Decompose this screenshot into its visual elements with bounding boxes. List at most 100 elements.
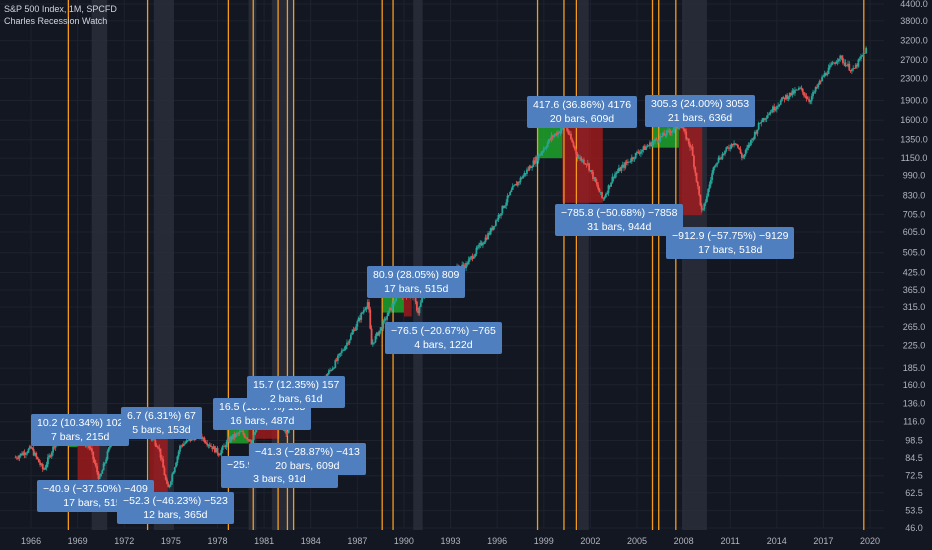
candle-down [17,458,20,459]
candle-down [783,97,786,100]
candle-down [247,439,250,441]
candle-up [47,457,49,465]
candle-up [690,146,693,148]
candle-up [546,142,549,147]
price-tick-label: 225.0 [903,341,926,351]
candle-up [828,65,831,68]
candle-up [168,485,171,488]
candle-up [177,451,180,457]
candle-down [155,445,158,447]
candle-up [703,203,706,209]
candle-up [45,464,48,468]
candle-up [343,349,346,351]
price-tick-label: 72.5 [905,471,923,481]
candle-up [483,242,486,245]
candle-down [211,446,214,450]
candle-up [753,132,756,139]
price-tick-label: 265.0 [903,322,926,332]
candle-up [329,370,332,371]
candle-up [712,167,715,174]
candle-up [236,433,238,435]
candle-down [566,126,568,131]
candle-up [704,201,707,204]
candle-down [216,447,219,454]
candle-down [237,433,240,435]
candle-up [743,154,746,158]
candle-up [360,313,363,320]
candle-up [522,175,524,179]
candle-down [208,444,211,447]
candle-down [693,155,695,168]
candle-up [716,162,719,165]
measure-label: 15.7 (12.35%) 157 2 bars, 61d [247,376,346,408]
candle-up [560,127,563,131]
candle-up [861,55,864,57]
time-tick-label: 2020 [860,536,880,546]
candle-down [848,63,851,71]
candle-up [603,197,606,199]
price-tick-label: 84.5 [905,453,923,463]
candle-down [731,143,734,146]
candle-up [768,113,770,116]
candle-down [796,89,799,91]
candle-up [642,146,645,150]
candle-down [849,70,852,72]
candle-up [34,453,36,456]
candle-down [248,439,251,442]
candle-up [505,202,508,206]
candle-up [24,453,27,455]
candle-down [154,440,157,446]
candle-up [497,215,500,220]
candle-up [742,157,745,158]
candle-down [31,448,34,450]
candle-down [669,131,672,133]
candle-down [696,181,699,187]
candle-down [203,437,206,443]
price-tick-label: 62.5 [905,488,923,498]
recession-band [153,0,175,530]
price-axis[interactable] [884,0,932,550]
time-axis[interactable] [0,530,932,550]
candle-down [32,449,35,456]
candle-down [529,166,532,169]
candle-up [526,169,528,174]
candle-up [545,146,548,149]
candle-down [759,122,761,124]
time-tick-label: 2014 [767,536,787,546]
candle-down [515,184,518,186]
candle-up [725,147,728,151]
candle-down [594,177,597,182]
candle-down [89,447,92,449]
measure-label-bars: 17 bars, 518d [698,244,763,256]
candle-up [862,52,865,56]
measure-label-change: −785.8 (−50.68%) −7858 [561,207,678,219]
loss-box [678,123,703,216]
candle-up [349,334,352,340]
candle-down [582,159,585,164]
candle-up [810,96,813,101]
measure-label-bars: 17 bars, 515d [63,497,128,509]
candle-up [775,106,778,110]
price-tick-label: 160.0 [903,380,926,390]
candle-up [510,189,513,193]
candle-up [615,172,618,175]
candle-up [523,173,526,176]
candle-down [164,475,167,480]
candle-down [601,192,603,198]
measure-label-change: −912.9 (−57.75%) −9129 [672,230,789,242]
candle-up [344,345,347,350]
candle-up [107,447,110,452]
candle-up [730,143,733,149]
candle-down [390,307,392,311]
candle-up [542,148,545,152]
candle-up [835,61,838,64]
candle-up [22,452,25,456]
candle-down [415,301,418,311]
candle-up [105,459,108,463]
candle-up [188,438,190,440]
candle-up [860,56,862,59]
time-tick-label: 1993 [441,536,461,546]
candle-down [625,162,628,164]
candle-down [381,327,383,329]
